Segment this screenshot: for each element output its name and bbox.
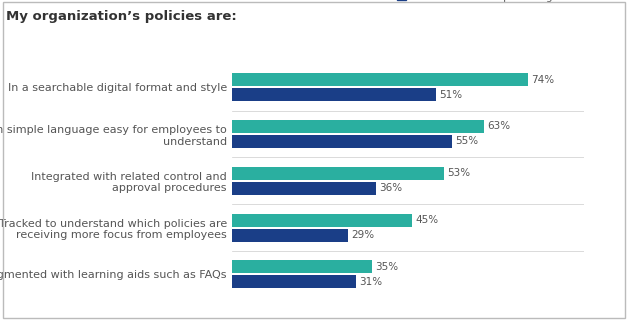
- Text: 53%: 53%: [447, 168, 470, 178]
- Text: 63%: 63%: [487, 122, 511, 132]
- Text: 45%: 45%: [415, 215, 438, 225]
- Text: 31%: 31%: [359, 277, 382, 287]
- Text: 36%: 36%: [379, 183, 403, 193]
- Bar: [232, 135, 452, 148]
- Text: 29%: 29%: [352, 230, 374, 240]
- Text: 55%: 55%: [455, 136, 479, 147]
- Bar: [232, 167, 444, 180]
- Text: My organization’s policies are:: My organization’s policies are:: [6, 10, 237, 23]
- Bar: [232, 73, 528, 86]
- Bar: [232, 182, 376, 195]
- Legend: High Impact Programs, Low & Medium Impact Programs: High Impact Programs, Low & Medium Impac…: [398, 0, 579, 2]
- Bar: [232, 276, 356, 288]
- Text: 35%: 35%: [376, 262, 399, 272]
- Bar: [232, 213, 412, 227]
- Text: 74%: 74%: [531, 75, 555, 85]
- Bar: [232, 260, 372, 274]
- Bar: [232, 228, 349, 242]
- Bar: [232, 88, 436, 101]
- Text: 51%: 51%: [440, 90, 462, 100]
- Bar: [232, 120, 484, 133]
